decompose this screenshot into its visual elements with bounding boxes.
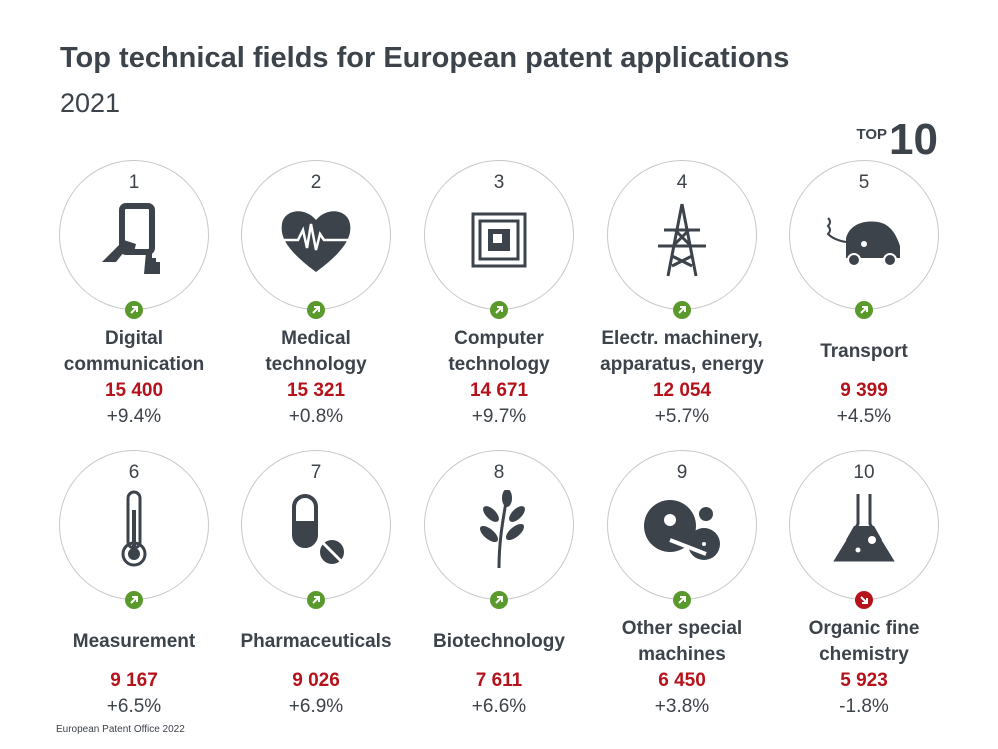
trend-up-icon xyxy=(307,301,325,319)
field-label: Organic fine chemistry xyxy=(808,618,920,665)
rank-number: 4 xyxy=(676,172,688,193)
growth-rate: +5.7% xyxy=(654,406,710,427)
field-label: Transport xyxy=(820,341,908,362)
growth-rate: +3.8% xyxy=(654,696,710,717)
field-card: 1 Digital communication 15 400 +9.4% xyxy=(44,160,224,440)
field-label: Pharmaceuticals xyxy=(240,631,392,652)
field-card: 10 Organic fine chemistry 5 923 -1.8% xyxy=(774,450,954,730)
rank-number: 7 xyxy=(310,462,322,483)
rank-number: 9 xyxy=(676,462,688,483)
pill-icon xyxy=(292,494,344,564)
application-count: 14 671 xyxy=(469,380,529,401)
rank-number: 3 xyxy=(493,172,505,193)
leaf-icon xyxy=(479,490,525,569)
field-card: 8 Biotechnology 7 611 +6.6% xyxy=(409,450,589,730)
field-label: Digital communication xyxy=(63,328,205,375)
application-count: 5 923 xyxy=(840,670,888,691)
field-card: 4 Electr. machinery, apparatus, energy 1… xyxy=(592,160,772,440)
gears-icon xyxy=(644,500,720,560)
field-card: 7 Pharmaceuticals 9 026 +6.9% xyxy=(226,450,406,730)
application-count: 6 450 xyxy=(658,670,706,691)
field-label: Biotechnology xyxy=(433,631,565,652)
field-card: 2 Medical technology 15 321 +0.8% xyxy=(226,160,406,440)
field-label: Other special machines xyxy=(621,618,743,665)
trend-up-icon xyxy=(125,591,143,609)
application-count: 15 400 xyxy=(104,380,164,401)
rank-number: 10 xyxy=(853,462,875,483)
page-subtitle: 2021 xyxy=(60,88,121,118)
growth-rate: -1.8% xyxy=(839,696,889,717)
growth-rate: +6.9% xyxy=(288,696,344,717)
application-count: 9 167 xyxy=(110,670,158,691)
application-count: 7 611 xyxy=(475,670,523,691)
field-label: Measurement xyxy=(72,631,196,652)
trend-down-icon xyxy=(855,591,873,609)
growth-rate: +6.6% xyxy=(471,696,527,717)
rank-number: 5 xyxy=(858,172,870,193)
growth-rate: +6.5% xyxy=(106,696,162,717)
top-label: TOP xyxy=(856,126,888,143)
trend-up-icon xyxy=(673,591,691,609)
application-count: 9 026 xyxy=(292,670,340,691)
field-label: Electr. machinery, apparatus, energy xyxy=(600,328,764,375)
trend-up-icon xyxy=(307,591,325,609)
electric-car-icon xyxy=(826,217,900,267)
chip-icon xyxy=(471,212,527,268)
trend-up-icon xyxy=(490,591,508,609)
field-label: Computer technology xyxy=(448,328,550,375)
field-label: Medical technology xyxy=(265,328,367,375)
growth-rate: +9.7% xyxy=(471,406,527,427)
rank-number: 1 xyxy=(128,172,140,193)
field-card: 9 Other special machines 6 450 +3.8% xyxy=(592,450,772,730)
trend-up-icon xyxy=(855,301,873,319)
rank-number: 8 xyxy=(493,462,505,483)
footer-credit: European Patent Office 2022 xyxy=(56,724,185,735)
rank-number: 6 xyxy=(128,462,140,483)
application-count: 12 054 xyxy=(652,380,712,401)
top-10-badge: TOP 10 xyxy=(856,118,938,162)
application-count: 15 321 xyxy=(286,380,346,401)
field-card: 5 Transport 9 399 +4.5% xyxy=(774,160,954,440)
thermometer-icon xyxy=(121,490,147,567)
trend-up-icon xyxy=(673,301,691,319)
trend-up-icon xyxy=(125,301,143,319)
top-number: 10 xyxy=(889,115,938,164)
growth-rate: +0.8% xyxy=(288,406,344,427)
growth-rate: +4.5% xyxy=(836,406,892,427)
power-pylon-icon xyxy=(658,203,706,277)
field-card: 6 Measurement 9 167 +6.5% xyxy=(44,450,224,730)
rank-number: 2 xyxy=(310,172,322,193)
growth-rate: +9.4% xyxy=(106,406,162,427)
tablet-hand-icon xyxy=(102,203,160,274)
application-count: 9 399 xyxy=(840,380,888,401)
heart-pulse-icon xyxy=(280,211,352,272)
page-title: Top technical fields for European patent… xyxy=(60,42,790,74)
trend-up-icon xyxy=(490,301,508,319)
flask-icon xyxy=(833,494,895,562)
field-card: 3 Computer technology 14 671 +9.7% xyxy=(409,160,589,440)
